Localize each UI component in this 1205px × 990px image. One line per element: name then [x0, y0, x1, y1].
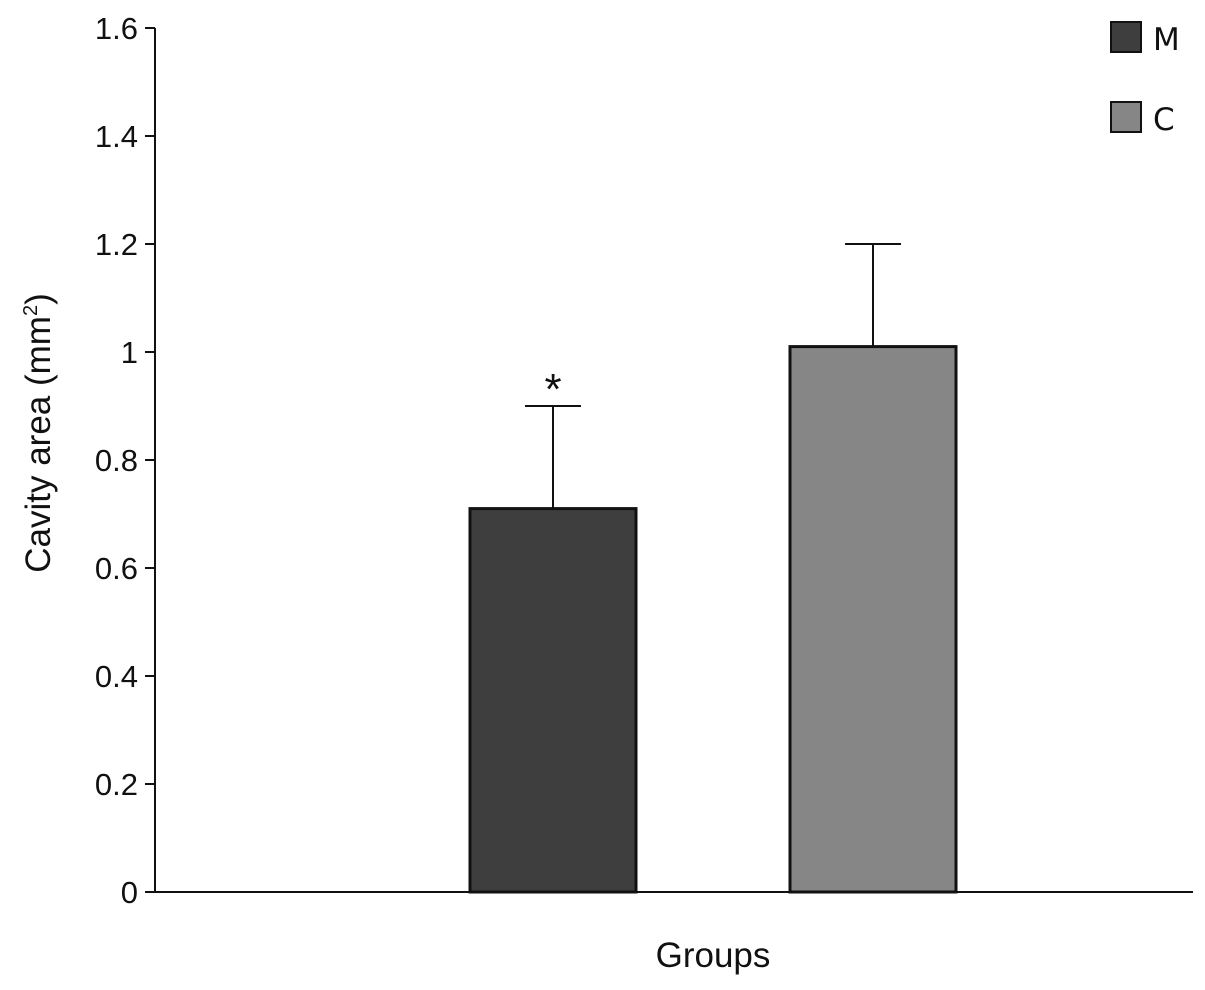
y-axis-title-main: Cavity area (mm: [19, 316, 58, 573]
y-tick-label: 0.2: [95, 767, 138, 802]
bar-C: [788, 345, 958, 894]
legend-swatch-M: [1110, 21, 1142, 53]
y-tick-label: 0.8: [95, 443, 138, 478]
x-axis-title: Groups: [656, 936, 771, 975]
y-axis-title: Cavity area (mm2): [19, 293, 58, 573]
legend-swatch-C: [1110, 101, 1142, 133]
bars: *: [468, 243, 958, 894]
y-axis-title-end: ): [19, 293, 58, 305]
y-tick-label: 0.6: [95, 551, 138, 586]
y-tick-label: 1.6: [95, 11, 138, 46]
y-tick-label: 1.4: [95, 119, 138, 154]
y-tick-label: 0: [121, 875, 138, 910]
y-ticks: 0 0.2 0.4 0.6 0.8 1 1.2 1.4 1.6: [95, 11, 155, 910]
bar-M: [468, 507, 638, 894]
legend-label-C: C: [1153, 102, 1175, 138]
y-tick-label: 0.4: [95, 659, 138, 694]
y-tick-label: 1: [121, 335, 138, 370]
y-tick-label: 1.2: [95, 227, 138, 262]
significance-marker: *: [544, 365, 561, 414]
legend-label-M: M: [1153, 22, 1180, 58]
legend: MC: [1110, 21, 1180, 138]
y-axis-title-superscript: 2: [20, 305, 42, 316]
